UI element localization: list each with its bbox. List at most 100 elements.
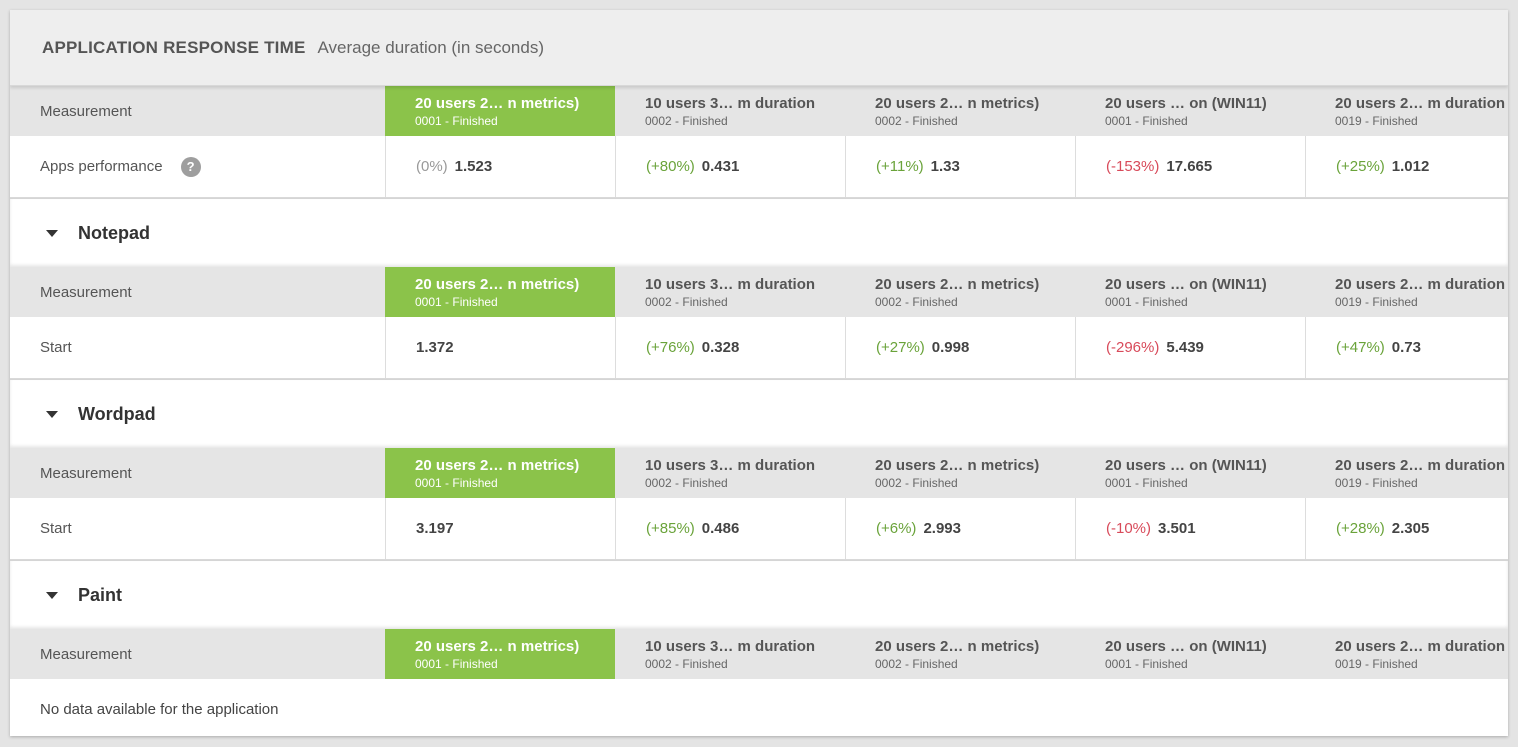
column-header-3[interactable]: 20 users 2… n metrics) 0002 - Finished	[845, 448, 1075, 498]
paint-header-row: Measurement 20 users 2… n metrics) 0001 -…	[10, 629, 1508, 679]
table-cell: (0%) 1.523	[386, 136, 616, 197]
column-name: 20 users 2… n metrics)	[875, 637, 1040, 655]
delta-percent: (-10%)	[1106, 520, 1152, 537]
column-name: 20 users 2… n metrics)	[875, 456, 1040, 474]
cell-value: 0.998	[931, 339, 970, 356]
section-title: Notepad	[78, 222, 150, 243]
delta-percent: (+85%)	[646, 520, 695, 537]
column-status: 0019 - Finished	[1335, 294, 1418, 309]
column-header-5[interactable]: 20 users 2… m duration 0019 - Finished	[1305, 267, 1508, 317]
delta-percent: (+25%)	[1336, 158, 1385, 175]
column-header-1[interactable]: 20 users 2… n metrics) 0001 - Finished	[385, 448, 615, 498]
section-title: Paint	[78, 584, 123, 605]
row-label: Start	[10, 317, 386, 378]
column-status: 0002 - Finished	[645, 294, 728, 309]
cell-value: 0.486	[701, 520, 740, 537]
column-status: 0001 - Finished	[1105, 475, 1188, 490]
section-toggle-notepad[interactable]: Notepad	[10, 198, 1508, 267]
column-header-2[interactable]: 10 users 3… m duration 0002 - Finished	[615, 448, 845, 498]
caret-down-icon	[46, 410, 58, 418]
table-cell: (+25%) 1.012	[1306, 136, 1508, 197]
no-data-message: No data available for the application	[40, 701, 279, 718]
column-header-2[interactable]: 10 users 3… m duration 0002 - Finished	[615, 86, 845, 136]
table-cell: (+80%) 0.431	[616, 136, 846, 197]
row-label: Start	[10, 498, 386, 559]
table-cell: 3.197	[386, 498, 616, 559]
column-header-4[interactable]: 20 users … on (WIN11) 0001 - Finished	[1075, 267, 1305, 317]
delta-percent: (+11%)	[876, 158, 924, 175]
column-header-3[interactable]: 20 users 2… n metrics) 0002 - Finished	[845, 629, 1075, 679]
column-header-5[interactable]: 20 users 2… m duration 0019 - Finished	[1305, 448, 1508, 498]
caret-down-icon	[46, 591, 58, 599]
column-name: 20 users 2… n metrics)	[875, 94, 1040, 112]
column-header-4[interactable]: 20 users … on (WIN11) 0001 - Finished	[1075, 448, 1305, 498]
column-status: 0001 - Finished	[1105, 113, 1188, 128]
column-name: 20 users … on (WIN11)	[1105, 94, 1267, 112]
column-header-4[interactable]: 20 users … on (WIN11) 0001 - Finished	[1075, 86, 1305, 136]
column-status: 0002 - Finished	[645, 113, 728, 128]
section-toggle-wordpad[interactable]: Wordpad	[10, 379, 1508, 448]
cell-value: 1.012	[1391, 158, 1430, 175]
summary-row: Apps performance ? (0%) 1.523 (+80%) 0.431…	[10, 136, 1508, 198]
column-name: 20 users 2… m duration	[1335, 456, 1506, 474]
column-name: 20 users 2… n metrics)	[415, 456, 580, 474]
column-header-3[interactable]: 20 users 2… n metrics) 0002 - Finished	[845, 267, 1075, 317]
table-cell: 1.372	[386, 317, 616, 378]
cell-value: 1.523	[454, 158, 493, 175]
summary-header-row: Measurement 20 users 2… n metrics) 0001 …	[10, 86, 1508, 136]
cell-value: 1.33	[930, 158, 960, 175]
column-status: 0001 - Finished	[415, 294, 498, 309]
delta-percent: (+27%)	[876, 339, 925, 356]
delta-percent: (-153%)	[1106, 158, 1160, 175]
column-name: 20 users … on (WIN11)	[1105, 275, 1267, 293]
delta-percent: (+28%)	[1336, 520, 1385, 537]
response-time-card: APPLICATION RESPONSE TIME Average durati…	[10, 10, 1508, 736]
column-header-3[interactable]: 20 users 2… n metrics) 0002 - Finished	[845, 86, 1075, 136]
table-cell: (-10%) 3.501	[1076, 498, 1306, 559]
cell-value: 1.372	[416, 339, 454, 356]
card-header: APPLICATION RESPONSE TIME Average durati…	[10, 10, 1508, 86]
column-header-2[interactable]: 10 users 3… m duration 0002 - Finished	[615, 629, 845, 679]
question-circle-icon[interactable]: ?	[180, 156, 201, 177]
column-header-1[interactable]: 20 users 2… n metrics) 0001 - Finished	[385, 86, 615, 136]
column-name: 20 users 2… m duration	[1335, 637, 1506, 655]
column-header-5[interactable]: 20 users 2… m duration 0019 - Finished	[1305, 629, 1508, 679]
column-header-1[interactable]: 20 users 2… n metrics) 0001 - Finished	[385, 629, 615, 679]
table-cell: (+6%) 2.993	[846, 498, 1076, 559]
apps-performance-label: Apps performance	[40, 158, 163, 175]
table-cell: (+27%) 0.998	[846, 317, 1076, 378]
column-status: 0001 - Finished	[1105, 656, 1188, 671]
measurement-header: Measurement	[40, 102, 132, 120]
column-name: 10 users 3… m duration	[645, 456, 816, 474]
cell-value: 0.73	[1391, 339, 1421, 356]
cell-value: 2.305	[1391, 520, 1430, 537]
delta-percent: (+47%)	[1336, 339, 1385, 356]
section-toggle-paint[interactable]: Paint	[10, 560, 1508, 629]
delta-percent: (0%)	[416, 158, 448, 175]
column-header-2[interactable]: 10 users 3… m duration 0002 - Finished	[615, 267, 845, 317]
table-row: Start 3.197 (+85%) 0.486 (+6%) 2.993 (-10%…	[10, 498, 1508, 560]
column-status: 0019 - Finished	[1335, 113, 1418, 128]
column-name: 10 users 3… m duration	[645, 637, 816, 655]
column-status: 0002 - Finished	[645, 475, 728, 490]
cell-value: 0.431	[701, 158, 740, 175]
column-header-4[interactable]: 20 users … on (WIN11) 0001 - Finished	[1075, 629, 1305, 679]
column-name: 20 users 2… n metrics)	[415, 94, 580, 112]
delta-percent: (+80%)	[646, 158, 695, 175]
column-status: 0002 - Finished	[875, 475, 958, 490]
column-name: 10 users 3… m duration	[645, 94, 816, 112]
column-name: 20 users 2… m duration	[1335, 94, 1506, 112]
row-label: Apps performance ?	[10, 136, 386, 197]
measurement-header: Measurement	[40, 645, 132, 663]
column-status: 0002 - Finished	[875, 656, 958, 671]
table-cell: (-296%) 5.439	[1076, 317, 1306, 378]
measurement-header: Measurement	[40, 464, 132, 482]
column-header-1[interactable]: 20 users 2… n metrics) 0001 - Finished	[385, 267, 615, 317]
table-cell: (+47%) 0.73	[1306, 317, 1508, 378]
table-cell: (+28%) 2.305	[1306, 498, 1508, 559]
table-row: Start 1.372 (+76%) 0.328 (+27%) 0.998 (-29…	[10, 317, 1508, 379]
card-subtitle: Average duration (in seconds)	[317, 37, 545, 57]
column-header-5[interactable]: 20 users 2… m duration 0019 - Finished	[1305, 86, 1508, 136]
table-cell: (+11%) 1.33	[846, 136, 1076, 197]
column-status: 0019 - Finished	[1335, 475, 1418, 490]
